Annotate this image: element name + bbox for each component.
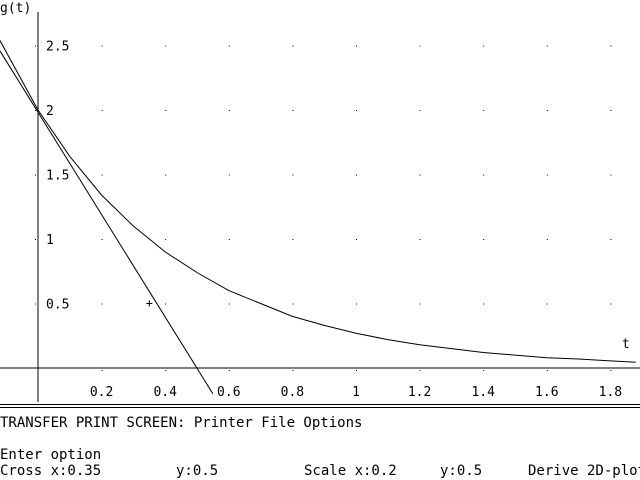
x-tick-label: 0.4 xyxy=(153,385,177,400)
x-tick-labels: 0.2 0.4 0.6 0.8 1 1.2 1.4 1.6 1.8 xyxy=(90,385,622,400)
grid-dot xyxy=(419,303,421,305)
grid-dot xyxy=(228,239,230,240)
separator-bottom xyxy=(0,407,640,408)
grid-dot xyxy=(610,303,612,305)
y-tick-label: 1 xyxy=(46,233,54,248)
grid-dot xyxy=(101,174,103,176)
x-tick-label: 1.2 xyxy=(408,385,431,400)
grid-dot xyxy=(419,174,421,176)
y-tick-label: 2.5 xyxy=(46,40,69,55)
grid-dot xyxy=(165,110,167,111)
grid-dot xyxy=(546,45,548,47)
y-tick-label: 2 xyxy=(46,104,54,119)
x-tick-label: 0.8 xyxy=(281,385,304,400)
status-cross-y: y:0.5 xyxy=(176,463,219,479)
series-layer xyxy=(0,40,636,395)
grid-dot xyxy=(610,239,612,240)
grid-dot xyxy=(356,45,357,47)
grid-dot xyxy=(165,239,167,240)
x-tick xyxy=(228,370,230,371)
status-cross-x: Cross x:0.35 xyxy=(0,463,102,479)
grid-dot xyxy=(356,110,357,111)
grid-dot xyxy=(356,303,357,305)
y-axis-label: g(t) xyxy=(0,1,31,16)
grid-dot xyxy=(292,303,294,305)
x-tick-label: 1.8 xyxy=(599,385,622,400)
grid-dot xyxy=(292,110,294,111)
grid-dot xyxy=(546,110,548,111)
x-tick-label: 1.6 xyxy=(535,385,558,400)
grid-dot xyxy=(165,303,167,305)
grid-dot xyxy=(101,303,103,305)
x-tick xyxy=(165,370,167,371)
grid-dot xyxy=(356,174,357,176)
x-tick-label: 0.6 xyxy=(217,385,240,400)
grid-dot xyxy=(419,110,421,111)
x-axis-label: t xyxy=(622,337,630,352)
grid-dot xyxy=(483,239,485,240)
x-tick xyxy=(546,370,548,371)
x-tick xyxy=(101,370,103,371)
menu-title: TRANSFER PRINT SCREEN: Printer File Opti… xyxy=(0,415,363,431)
separator-top xyxy=(0,404,640,405)
y-tick xyxy=(35,303,36,305)
grid-dot xyxy=(546,174,548,176)
grid-dot xyxy=(101,110,103,111)
status-scale-y: y:0.5 xyxy=(440,463,483,479)
y-tick xyxy=(35,45,36,47)
grid-dot xyxy=(483,110,485,111)
cross-marker xyxy=(146,300,153,307)
grid-dot xyxy=(228,303,230,305)
y-tick xyxy=(35,110,36,111)
grid-dot xyxy=(546,303,548,305)
menu-prompt: Enter option xyxy=(0,447,102,463)
y-tick xyxy=(35,239,36,240)
y-tick-labels: 0.5 1 1.5 2 2.5 xyxy=(46,40,69,313)
status-mode: Derive 2D-plot xyxy=(528,463,640,479)
grid-dot xyxy=(419,45,421,47)
grid-dot xyxy=(419,239,421,240)
grid-dot xyxy=(356,239,357,240)
tangent-line-series xyxy=(0,50,214,395)
x-tick xyxy=(483,370,485,371)
grid-dot xyxy=(101,239,103,240)
grid-dot xyxy=(610,110,612,111)
y-tick-label: 0.5 xyxy=(46,298,69,313)
grid-dot xyxy=(101,45,103,47)
plot-area[interactable]: 0.2 0.4 0.6 0.8 1 1.2 1.4 1.6 1.8 0.5 1 1.5 2 2.5 g(… xyxy=(0,0,640,402)
grid-dot xyxy=(546,239,548,240)
grid-dot xyxy=(165,45,167,47)
grid-dot xyxy=(610,174,612,176)
grid-dot xyxy=(228,110,230,111)
y-tick xyxy=(35,174,36,176)
x-tick-label: 1.4 xyxy=(471,385,495,400)
x-tick xyxy=(419,370,421,371)
x-tick xyxy=(292,370,294,371)
x-tick xyxy=(356,370,357,371)
grid-dots xyxy=(35,45,612,371)
curve-series xyxy=(0,40,636,363)
grid-dot xyxy=(483,45,485,47)
grid-dot xyxy=(165,174,167,176)
grid-dot xyxy=(228,45,230,47)
plot-canvas[interactable]: 0.2 0.4 0.6 0.8 1 1.2 1.4 1.6 1.8 0.5 1 1.5 2 2.5 g(… xyxy=(0,0,640,402)
grid-dot xyxy=(292,174,294,176)
y-tick-label: 1.5 xyxy=(46,169,69,184)
grid-dot xyxy=(483,303,485,305)
status-bar: Cross x:0.35 y:0.5 Scale x:0.2 y:0.5 Der… xyxy=(0,463,640,480)
grid-dot xyxy=(610,45,612,47)
status-scale-x: Scale x:0.2 xyxy=(304,463,397,479)
grid-dot xyxy=(228,174,230,176)
x-tick xyxy=(610,370,612,371)
x-tick-label: 1 xyxy=(352,385,360,400)
grid-dot xyxy=(292,239,294,240)
grid-dot xyxy=(292,45,294,47)
x-tick-label: 0.2 xyxy=(90,385,113,400)
grid-dot xyxy=(483,174,485,176)
